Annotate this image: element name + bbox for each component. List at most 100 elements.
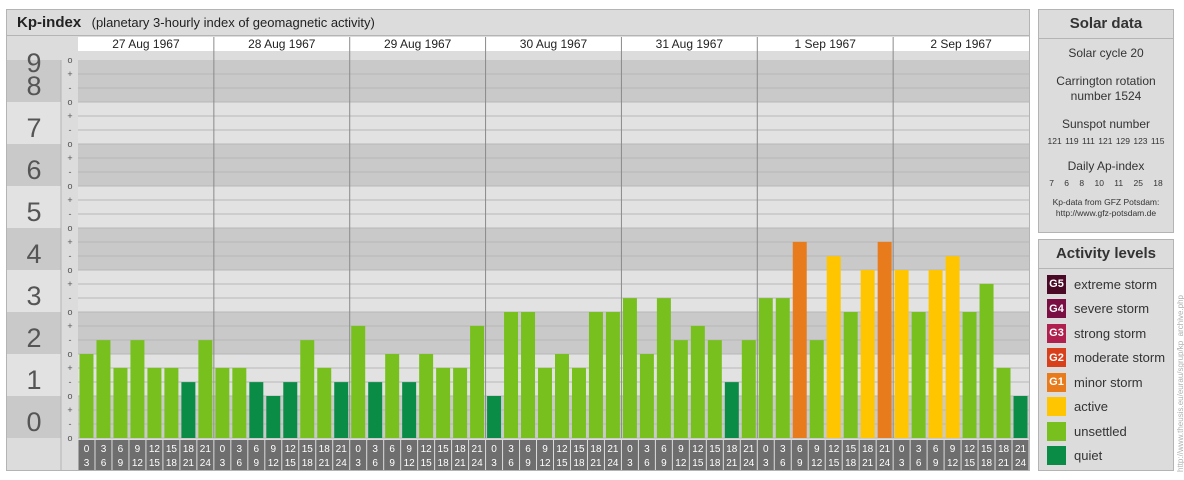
carrington-line-2: number 1524 (1070, 89, 1142, 103)
level-extreme-storm: G5 extreme storm (1047, 274, 1157, 294)
interval-cell (418, 440, 435, 470)
kp-bar (555, 354, 569, 438)
interval-start-label: 21 (200, 444, 212, 455)
y-minor-tick: o (67, 433, 72, 443)
interval-cell (944, 440, 961, 470)
interval-cell (672, 440, 689, 470)
level-severe-storm: G4 severe storm (1047, 299, 1149, 319)
kp-bar (334, 382, 349, 438)
day-label: 28 Aug 1967 (248, 37, 316, 51)
interval-start-label: 18 (319, 444, 331, 455)
y-minor-tick: o (67, 139, 72, 149)
level-active: active (1047, 397, 1108, 417)
interval-end-label: 6 (644, 458, 650, 469)
y-tick-label: 0 (26, 407, 41, 437)
level-unsettled: unsettled (1047, 421, 1127, 441)
interval-cell (401, 440, 418, 470)
kp-bar (113, 367, 128, 438)
interval-start-label: 0 (491, 444, 497, 455)
interval-start-label: 0 (84, 444, 90, 455)
interval-cell (248, 440, 265, 470)
interval-start-label: 12 (149, 444, 161, 455)
kp-bar (843, 312, 858, 438)
interval-end-label: 9 (661, 458, 667, 469)
interval-cell (129, 440, 146, 470)
kp-chart-panel: 0 1 2 3 4 5 6 7 8 9 o - + o - + o - + o - + o - + o - + o - + o - + o - + o 27… (6, 9, 1030, 471)
interval-start-label: 0 (627, 444, 633, 455)
interval-end-label: 21 (183, 458, 195, 469)
interval-cell (520, 440, 537, 470)
level-swatch-g2: G2 (1047, 348, 1066, 367)
y-minor-tick: o (67, 181, 72, 191)
y-tick-label: 8 (26, 71, 41, 101)
day-header-bg (757, 37, 894, 51)
interval-start-label: 3 (508, 444, 514, 455)
level-minor-storm: G1 minor storm (1047, 372, 1143, 392)
interval-end-label: 24 (1015, 458, 1027, 469)
interval-cell (978, 440, 995, 470)
kp-bar (96, 340, 111, 438)
interval-cell (265, 440, 282, 470)
y-label-band (7, 396, 61, 438)
level-quiet: quiet (1047, 446, 1102, 466)
kp-bar (232, 367, 247, 438)
interval-cell (995, 440, 1012, 470)
y-minor-tick: + (67, 111, 72, 121)
kp-bar (300, 340, 315, 438)
y-minor-tick: - (69, 125, 72, 135)
interval-start-label: 12 (556, 444, 568, 455)
interval-start-label: 12 (692, 444, 704, 455)
y-label-band (7, 144, 61, 186)
y-band (78, 186, 1029, 228)
interval-end-label: 6 (237, 458, 243, 469)
day-label: 31 Aug 1967 (656, 37, 724, 51)
level-label: minor storm (1074, 374, 1143, 390)
interval-start-label: 15 (302, 444, 314, 455)
interval-cell (282, 440, 299, 470)
level-swatch-unsettled (1047, 421, 1066, 441)
interval-start-label: 15 (981, 444, 993, 455)
y-minor-tick: - (69, 209, 72, 219)
interval-start-label: 6 (525, 444, 531, 455)
y-minor-tick: + (67, 69, 72, 79)
kp-bar (996, 367, 1011, 438)
interval-end-label: 6 (101, 458, 107, 469)
y-minor-tick: o (67, 307, 72, 317)
source-link[interactable]: http://www.gfz-potsdam.de (1055, 208, 1157, 218)
interval-cell (231, 440, 248, 470)
interval-cell (757, 440, 774, 470)
level-label: severe storm (1074, 301, 1150, 316)
interval-end-label: 12 (539, 458, 551, 469)
interval-end-label: 21 (998, 458, 1010, 469)
interval-start-label: 18 (455, 444, 467, 455)
day-header-bg (349, 37, 486, 51)
chart-header: Kp-index (planetary 3-hourly index of ge… (7, 10, 1029, 36)
y-minor-tick: + (67, 153, 72, 163)
level-swatch-g3: G3 (1047, 323, 1066, 343)
level-swatch-g4: G4 (1047, 299, 1066, 318)
interval-start-label: 6 (118, 444, 124, 455)
interval-end-label: 12 (268, 458, 280, 469)
y-minor-tick: + (67, 195, 72, 205)
level-label: strong storm (1074, 325, 1147, 341)
y-minor-tick: o (67, 391, 72, 401)
kp-bar (436, 367, 451, 438)
y-minor-tick: - (69, 251, 72, 261)
level-label: extreme storm (1074, 276, 1158, 292)
interval-start-label: 12 (828, 444, 840, 455)
y-label-band (7, 270, 61, 312)
kp-bar (538, 367, 552, 438)
interval-cell (723, 440, 740, 470)
kp-bar (571, 367, 586, 438)
interval-start-label: 0 (220, 444, 226, 455)
interval-cell (333, 440, 350, 470)
ap-label: Daily Ap-index (1067, 159, 1145, 173)
interval-cell (197, 440, 214, 470)
interval-start-label: 0 (763, 444, 769, 455)
day-header-bg (893, 37, 1029, 51)
interval-end-label: 15 (828, 458, 840, 469)
kp-bar (690, 325, 705, 438)
interval-cell (961, 440, 978, 470)
interval-cell (706, 440, 723, 470)
y-minor-tick: + (67, 363, 72, 373)
